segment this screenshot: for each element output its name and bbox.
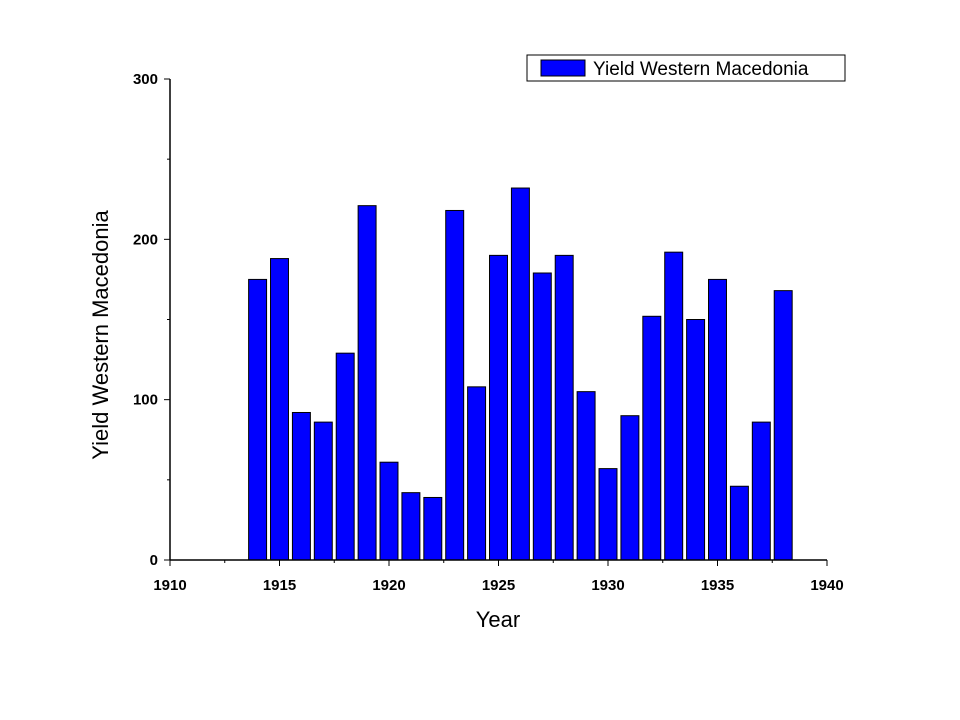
- x-tick-label: 1920: [372, 577, 405, 594]
- x-tick-label: 1940: [810, 577, 843, 594]
- x-tick-label: 1925: [482, 577, 515, 594]
- bar: [773, 290, 793, 561]
- bar: [664, 251, 684, 561]
- legend: Yield Western Macedonia: [526, 54, 846, 82]
- bars-layer: [248, 187, 793, 561]
- x-ticks: 1910 1915 1920 1925 1930 1935 1940: [153, 560, 844, 594]
- bar: [270, 258, 289, 561]
- bar: [291, 411, 311, 561]
- bar: [620, 415, 640, 561]
- bar: [335, 352, 355, 561]
- bar: [642, 315, 662, 561]
- bar: [598, 468, 618, 561]
- bar: [445, 209, 465, 561]
- bar: [489, 254, 508, 561]
- bar: [532, 272, 552, 561]
- bar: [401, 492, 421, 561]
- y-tick-label: 0: [150, 552, 158, 569]
- bar: [708, 278, 727, 561]
- bar: [751, 421, 771, 561]
- y-ticks: 0 100 200 300: [133, 71, 170, 569]
- bar: [729, 485, 749, 561]
- x-axis-title: Year: [476, 607, 520, 632]
- x-tick-label: 1915: [263, 577, 296, 594]
- y-axis-title: Yield Western Macedonia: [88, 210, 113, 460]
- bar: [510, 187, 530, 561]
- y-tick-label: 300: [133, 71, 158, 88]
- bar: [379, 461, 399, 561]
- x-tick-label: 1935: [701, 577, 734, 594]
- legend-label: Yield Western Macedonia: [593, 59, 809, 80]
- bar: [357, 205, 377, 561]
- bar: [423, 496, 443, 561]
- y-tick-label: 200: [133, 231, 158, 248]
- legend-swatch: [540, 59, 586, 77]
- x-tick-label: 1930: [591, 577, 624, 594]
- bar: [686, 319, 706, 561]
- bar: [467, 386, 487, 561]
- x-tick-label: 1910: [153, 577, 186, 594]
- bar: [248, 278, 268, 561]
- bar: [313, 421, 333, 561]
- bar: [554, 254, 574, 561]
- y-tick-label: 100: [133, 392, 158, 409]
- bar: [576, 391, 596, 561]
